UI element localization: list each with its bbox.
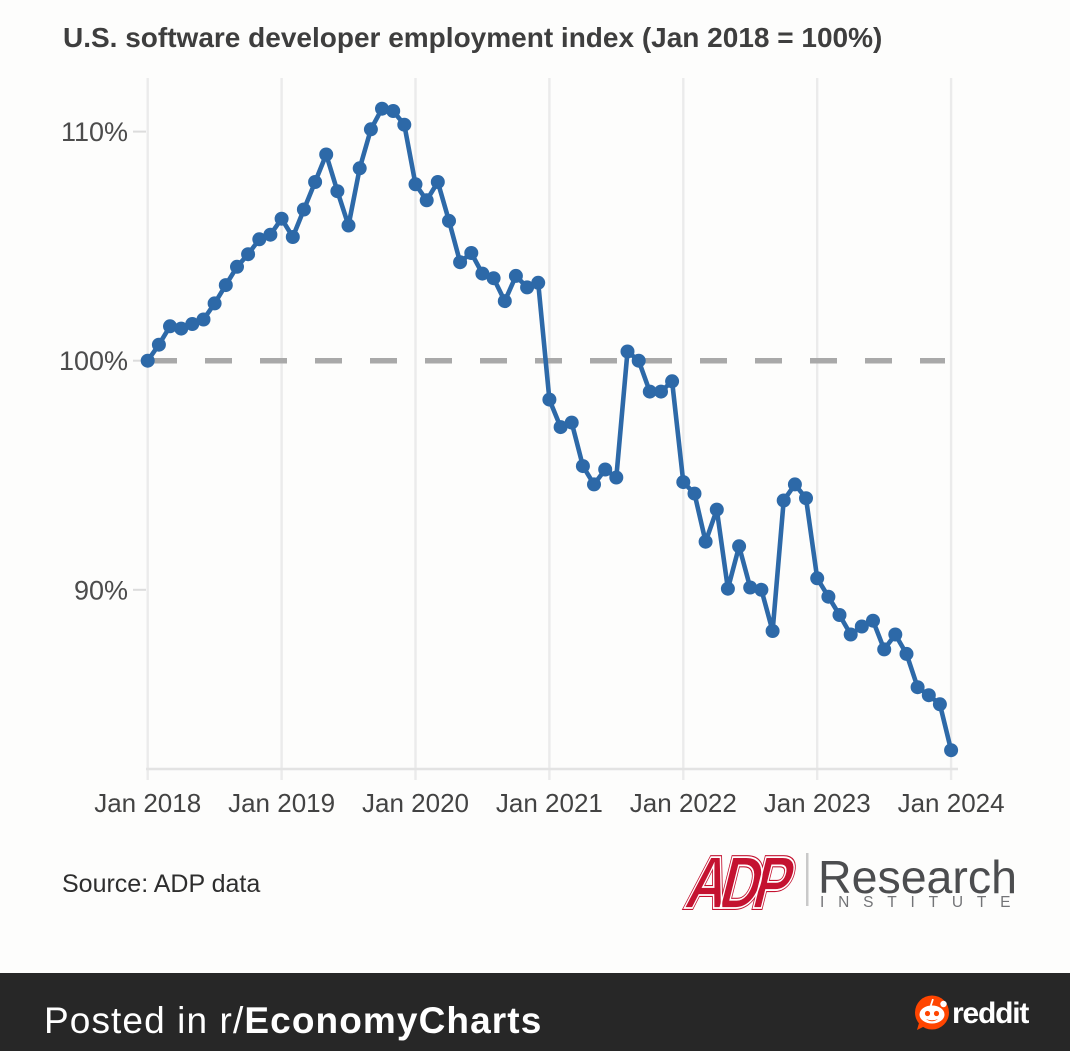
svg-text:Research: Research [818, 851, 1017, 903]
svg-text:Jan 2021: Jan 2021 [496, 788, 603, 818]
svg-text:110%: 110% [61, 117, 128, 147]
svg-text:Jan 2020: Jan 2020 [362, 788, 469, 818]
svg-text:Jan 2024: Jan 2024 [898, 788, 1005, 818]
svg-text:100%: 100% [59, 346, 128, 376]
svg-text:reddit: reddit [952, 997, 1029, 1030]
svg-text:Jan 2022: Jan 2022 [630, 788, 737, 818]
svg-text:Jan 2023: Jan 2023 [764, 788, 871, 818]
svg-text:ADP: ADP [679, 843, 802, 925]
svg-text:90%: 90% [74, 575, 128, 605]
svg-text:INSTITUTE: INSTITUTE [820, 894, 1024, 911]
svg-text:Jan 2019: Jan 2019 [228, 788, 335, 818]
svg-text:Jan 2018: Jan 2018 [94, 788, 201, 818]
